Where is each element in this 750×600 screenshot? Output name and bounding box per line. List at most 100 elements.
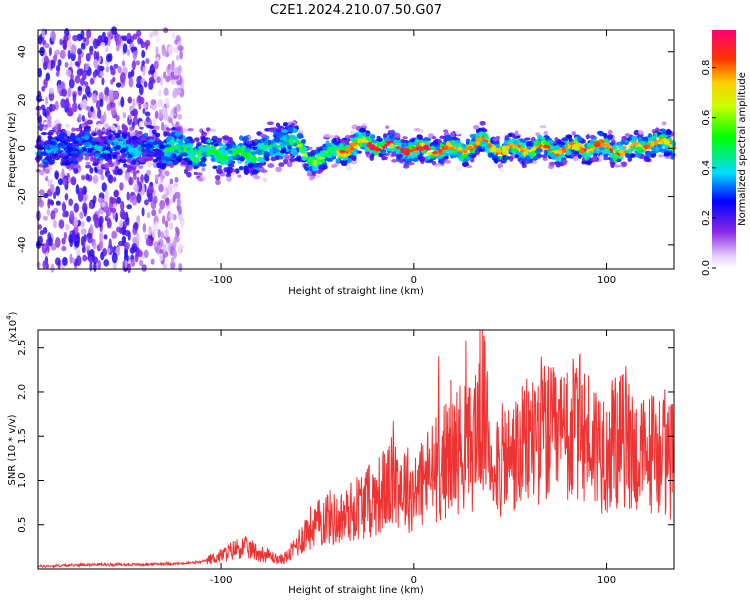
spectrogram-cell — [309, 175, 316, 180]
spectrogram-cell — [591, 156, 598, 162]
spectrogram-cell — [60, 98, 67, 109]
spectrogram-cell — [129, 126, 134, 132]
spectrogram-cell — [40, 131, 48, 136]
spectrogram-cell — [86, 125, 91, 129]
spectrogram-cell — [553, 145, 560, 150]
spectrogram-cell — [111, 252, 118, 264]
spectrogram-cell — [306, 171, 312, 177]
spectrogram-cell — [413, 127, 421, 132]
spectrogram-cell — [193, 158, 200, 164]
spectrogram-cell — [257, 142, 263, 147]
spectrogram-cell — [161, 48, 167, 57]
spectrogram-cell — [100, 174, 105, 181]
spectrogram-cell — [158, 254, 164, 262]
spectrogram-cell — [168, 123, 173, 129]
spectrogram-cell — [139, 96, 145, 105]
spectrogram-cell — [431, 136, 437, 140]
spectrogram-cell — [407, 161, 415, 166]
spectrogram-cell — [665, 150, 671, 156]
spectrogram-cell — [92, 156, 97, 161]
spectrogram-cell — [46, 119, 53, 128]
spectrogram-cell — [100, 42, 106, 48]
spectrogram-cell — [82, 148, 88, 152]
spectrogram-cell — [417, 134, 423, 141]
spectrogram-cell — [522, 151, 529, 156]
spectrogram-cell — [262, 123, 269, 128]
spectrogram-cell — [44, 168, 50, 174]
spectrogram-cell — [158, 144, 164, 150]
spectrogram-cell — [482, 128, 488, 133]
spectrogram-cell — [55, 64, 61, 72]
snr-x-axis-label: Height of straight line (km) — [288, 585, 424, 596]
spectrogram-cell — [56, 126, 62, 131]
spectrogram-cell — [370, 139, 378, 143]
spectrogram-cell — [158, 151, 165, 157]
spectrogram-cell — [97, 145, 104, 151]
spectrogram-cell — [74, 164, 81, 169]
spectrogram-cell — [175, 126, 182, 132]
spectrogram-y-tick-label: -20 — [17, 188, 28, 204]
spectrogram-cell — [63, 231, 67, 240]
spectrogram-cell — [116, 196, 122, 205]
spectrogram-cell — [162, 169, 166, 177]
spectrogram-cell — [107, 217, 111, 226]
spectrogram-cell — [278, 162, 285, 168]
spectrogram-cell — [94, 150, 101, 155]
spectrogram-cell — [646, 128, 651, 134]
spectrogram-cell — [124, 172, 130, 182]
spectrogram-cell — [222, 135, 230, 141]
spectrogram-cell — [487, 152, 495, 158]
spectrogram-cell — [404, 132, 409, 137]
spectrogram-cell — [251, 169, 259, 175]
spectrogram-cell — [130, 259, 136, 267]
spectrogram-cell — [235, 144, 241, 149]
spectrogram-cell — [663, 139, 670, 146]
spectrogram-cell — [46, 208, 51, 216]
spectrogram-cell — [388, 129, 394, 134]
spectrogram-cell — [131, 135, 138, 141]
spectrogram-cell — [169, 178, 174, 185]
spectrogram-cell — [144, 111, 151, 117]
spectrogram-cell — [394, 132, 401, 139]
spectrogram-cell — [484, 133, 489, 140]
spectrogram-cell — [36, 94, 43, 103]
spectrogram-cell — [85, 85, 91, 96]
spectrogram-cell — [103, 36, 109, 43]
spectrogram-cell — [183, 138, 190, 143]
spectrogram-cell — [62, 256, 68, 266]
spectrogram-cell — [178, 263, 183, 272]
spectrogram-cell — [145, 42, 149, 51]
spectrogram-cell — [175, 54, 180, 61]
spectrogram-cell — [164, 228, 169, 238]
spectrogram-cell — [88, 152, 94, 158]
spectrogram-cell — [241, 150, 246, 157]
spectrogram-cell — [408, 145, 413, 151]
spectrogram-cell — [155, 46, 159, 55]
spectrogram-cell — [160, 163, 166, 168]
spectrogram-cell — [154, 148, 160, 155]
spectrogram-cell — [271, 146, 277, 151]
spectrogram-cell — [146, 143, 152, 149]
spectrogram-cell — [164, 97, 169, 104]
spectrogram-cell — [238, 165, 244, 171]
spectrogram-cell — [282, 141, 290, 145]
spectrogram-cell — [332, 151, 337, 157]
spectrogram-cell — [457, 146, 463, 151]
spectrogram-cell — [49, 184, 55, 193]
spectrogram-cell — [465, 138, 471, 143]
spectrogram-x-ticks: -100 0 100 — [210, 30, 616, 286]
spectrogram-cell — [50, 243, 57, 251]
spectrogram-cell — [60, 153, 67, 157]
spectrogram-cell — [164, 170, 170, 177]
spectrogram-cell — [139, 165, 144, 169]
spectrogram-cell — [163, 131, 168, 137]
spectrogram-cell — [627, 137, 633, 141]
spectrogram-cell — [144, 173, 150, 184]
spectrogram-cell — [99, 98, 104, 108]
spectrogram-cell — [426, 155, 432, 160]
snr-panel: -100 0 100 0.5 1.0 1.5 2.0 2.5 Height of strai… — [5, 311, 675, 596]
spectrogram-cell — [350, 147, 355, 151]
spectrogram-x-axis-label: Height of straight line (km) — [288, 286, 424, 297]
spectrogram-cell — [256, 178, 264, 183]
spectrogram-cell — [92, 93, 98, 104]
